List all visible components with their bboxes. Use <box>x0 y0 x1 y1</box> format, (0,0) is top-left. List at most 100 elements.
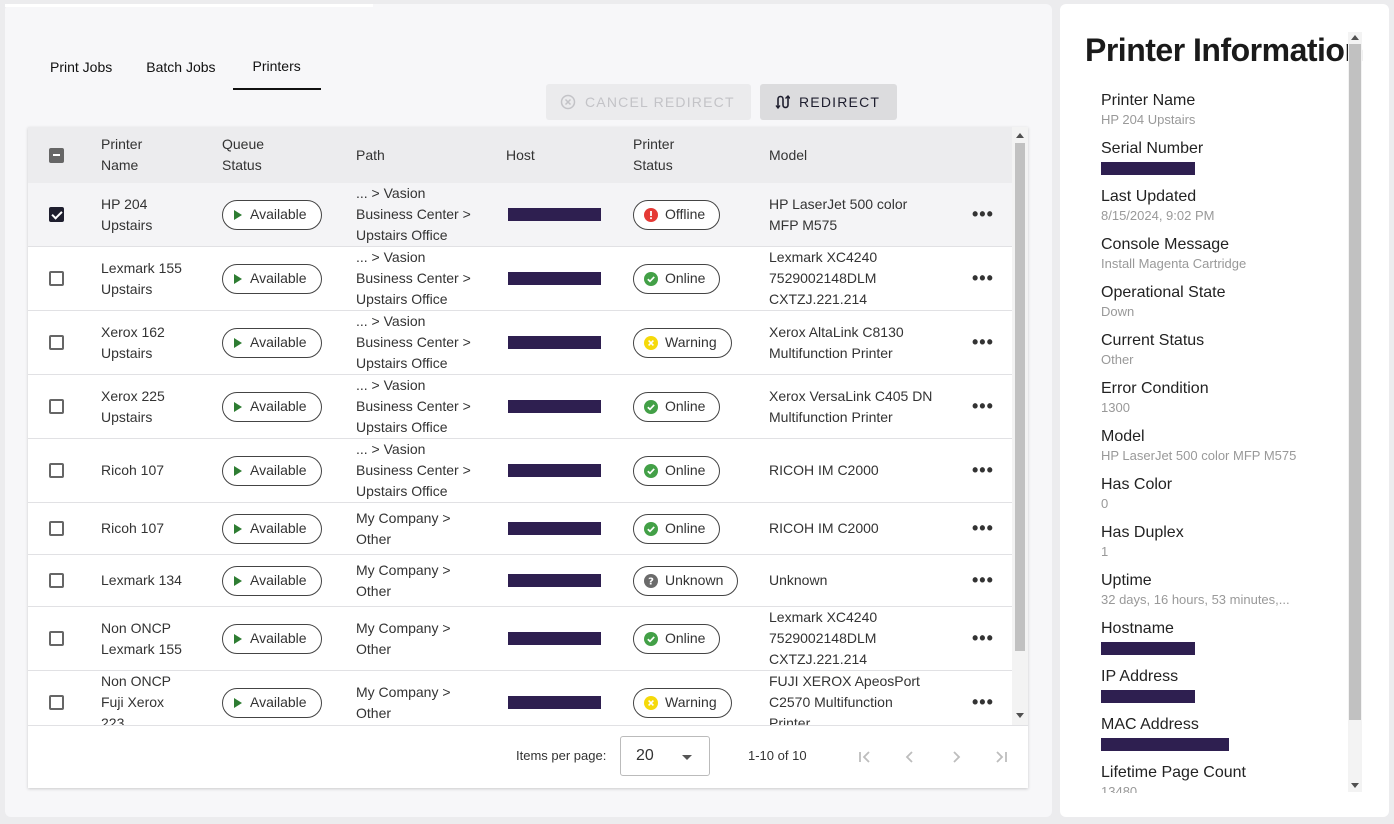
printer-model: Lexmark XC4240 7529002148DLM CXTZJ.221.2… <box>769 609 878 667</box>
previous-page-button[interactable] <box>899 746 921 768</box>
printer-status-label: Offline <box>665 206 706 222</box>
printer-model: RICOH IM C2000 <box>769 462 879 478</box>
host-redacted <box>508 574 601 587</box>
tab-batch-jobs[interactable]: Batch Jobs <box>146 59 216 75</box>
info-field-label: Serial Number <box>1101 140 1204 157</box>
table-row[interactable]: Lexmark 155 Upstairs Available ... > Vasio… <box>28 247 1012 311</box>
printer-model: Lexmark XC4240 7529002148DLM CXTZJ.221.2… <box>769 249 878 307</box>
cancel-redirect-button[interactable]: CANCEL REDIRECT <box>546 84 751 120</box>
printer-path: My Company > Other <box>356 683 451 721</box>
table-row[interactable]: Non ONCP Lexmark 155 Available My Company … <box>28 607 1012 671</box>
printer-status-chip[interactable]: Online <box>633 623 721 654</box>
host-redacted <box>508 208 601 221</box>
row-checkbox[interactable] <box>49 335 64 350</box>
row-checkbox[interactable] <box>49 463 64 478</box>
printer-status-chip[interactable]: Warning <box>633 327 732 358</box>
column-printer-status[interactable]: Printer Status <box>633 136 675 173</box>
printer-name: Non ONCP Lexmark 155 <box>101 619 182 657</box>
info-field-label: Has Color <box>1101 476 1173 493</box>
table-row[interactable]: Xerox 162 Upstairs Available ... > Vasion … <box>28 311 1012 375</box>
queue-status-chip[interactable]: Available <box>222 623 322 654</box>
row-checkbox[interactable] <box>49 631 64 646</box>
more-actions-icon[interactable]: ••• <box>972 518 994 538</box>
table-row[interactable]: Xerox 225 Upstairs Available ... > Vasion … <box>28 375 1012 439</box>
printer-status-label: Online <box>665 398 706 414</box>
select-all-checkbox[interactable] <box>49 147 64 163</box>
first-page-button[interactable] <box>854 746 876 768</box>
printer-path: My Company > Other <box>356 619 451 657</box>
queue-status-chip[interactable]: Available <box>222 199 322 230</box>
row-checkbox[interactable] <box>49 399 64 414</box>
more-actions-icon[interactable]: ••• <box>972 332 994 352</box>
queue-status-chip[interactable]: Available <box>222 391 322 422</box>
queue-status-chip[interactable]: Available <box>222 513 322 544</box>
printer-status-chip[interactable]: Online <box>633 263 721 294</box>
scroll-up-icon[interactable] <box>1016 133 1024 138</box>
column-queue-status[interactable]: Queue Status <box>222 136 265 173</box>
table-row[interactable]: Ricoh 107 Available ... > Vasion Business … <box>28 439 1012 503</box>
info-field: Operational State Down <box>1101 280 1341 328</box>
redirect-button[interactable]: REDIRECT <box>760 84 897 120</box>
more-actions-icon[interactable]: ••• <box>972 570 994 590</box>
info-field-value: 1300 <box>1101 400 1130 415</box>
printer-name: Lexmark 134 <box>101 572 182 588</box>
queue-status-chip[interactable]: Available <box>222 565 322 596</box>
column-model[interactable]: Model <box>769 146 808 163</box>
printers-table: Printer Name Queue Status Path Host Prin… <box>28 127 1028 788</box>
panel-scrollbar[interactable] <box>1348 32 1362 792</box>
queue-status-chip[interactable]: Available <box>222 687 322 718</box>
more-actions-icon[interactable]: ••• <box>972 396 994 416</box>
scrollbar-thumb[interactable] <box>1015 143 1025 651</box>
queue-status-chip[interactable]: Available <box>222 455 322 486</box>
scroll-down-icon[interactable] <box>1016 713 1024 718</box>
scroll-down-icon[interactable] <box>1351 783 1359 788</box>
row-checkbox[interactable] <box>49 695 64 710</box>
next-page-button[interactable] <box>945 746 967 768</box>
info-field: Current Status Other <box>1101 328 1341 376</box>
last-page-button[interactable] <box>990 746 1012 768</box>
more-actions-icon[interactable]: ••• <box>972 460 994 480</box>
column-host[interactable]: Host <box>506 146 535 163</box>
table-row[interactable]: HP 204 Upstairs Available ... > Vasion Bus… <box>28 183 1012 247</box>
column-printer-name[interactable]: Printer Name <box>101 136 143 173</box>
first-page-icon <box>859 751 870 763</box>
info-field: Has Duplex 1 <box>1101 520 1341 568</box>
printer-status-chip[interactable]: ? Unknown <box>633 565 739 596</box>
more-actions-icon[interactable]: ••• <box>972 268 994 288</box>
info-field-label: MAC Address <box>1101 716 1199 733</box>
scrollbar-thumb[interactable] <box>1349 44 1361 720</box>
table-scrollbar[interactable] <box>1012 127 1028 725</box>
info-field: MAC Address <box>1101 712 1341 760</box>
play-icon <box>234 523 242 534</box>
more-actions-icon[interactable]: ••• <box>972 692 994 712</box>
row-checkbox[interactable] <box>49 271 64 286</box>
info-field: Lifetime Page Count 13480 <box>1101 760 1341 793</box>
printer-status-chip[interactable]: Online <box>633 513 721 544</box>
row-checkbox[interactable] <box>49 521 64 536</box>
items-per-page-select[interactable]: 20 <box>620 736 710 776</box>
check-circle-icon <box>644 271 658 286</box>
queue-status-chip[interactable]: Available <box>222 327 322 358</box>
info-field-value: 0 <box>1101 496 1109 511</box>
cancel-redirect-label: CANCEL REDIRECT <box>585 94 735 110</box>
table-row[interactable]: Non ONCP Fuji Xerox 223 Available My Compa… <box>28 671 1012 725</box>
row-checkbox[interactable] <box>49 573 64 588</box>
printer-status-chip[interactable]: Offline <box>633 199 721 230</box>
printer-status-chip[interactable]: Online <box>633 455 721 486</box>
host-redacted <box>508 464 601 477</box>
queue-status-chip[interactable]: Available <box>222 263 322 294</box>
more-actions-icon[interactable]: ••• <box>972 628 994 648</box>
scroll-up-icon[interactable] <box>1351 35 1359 40</box>
info-field-redacted <box>1101 690 1195 703</box>
printer-status-chip[interactable]: Warning <box>633 687 732 718</box>
column-path[interactable]: Path <box>356 146 385 163</box>
printer-status-chip[interactable]: Online <box>633 391 721 422</box>
tab-printers[interactable]: Printers <box>232 44 321 90</box>
more-actions-icon[interactable]: ••• <box>972 204 994 224</box>
tab-print-jobs[interactable]: Print Jobs <box>50 59 113 75</box>
row-checkbox[interactable] <box>49 207 64 222</box>
items-per-page-label: Items per page: <box>516 748 607 763</box>
table-row[interactable]: Lexmark 134 Available My Company > Other? U… <box>28 555 1012 607</box>
queue-status-label: Available <box>250 206 307 222</box>
table-row[interactable]: Ricoh 107 Available My Company > Other Onli… <box>28 503 1012 555</box>
